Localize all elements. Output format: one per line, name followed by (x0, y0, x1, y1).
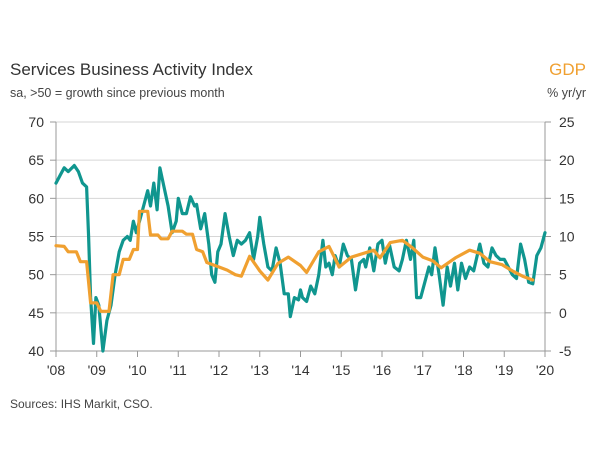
y-left-tick-label: 60 (28, 190, 44, 206)
y-left-tick-label: 40 (28, 343, 44, 359)
gridlines (56, 121, 545, 314)
y-right-tick-label: 25 (559, 114, 575, 130)
right-axis-title: GDP (549, 60, 586, 79)
x-tick-label: '12 (210, 362, 228, 378)
y-right-tick-label: -5 (559, 343, 572, 359)
x-tick-label: '10 (128, 362, 146, 378)
y-left-tick-label: 45 (28, 305, 44, 321)
right-axis-subtitle: % yr/yr (547, 86, 586, 100)
x-tick-label: '16 (373, 362, 391, 378)
x-tick-label: '11 (170, 362, 187, 378)
y-left-tick-label: 50 (28, 267, 44, 283)
y-left-tick-label: 55 (28, 229, 44, 245)
x-tick-label: '08 (47, 362, 65, 378)
services-activity-line (54, 163, 547, 353)
x-tick-label: '19 (495, 362, 513, 378)
x-tick-label: '14 (291, 362, 309, 378)
y-right-tick-label: 15 (559, 190, 575, 206)
axes (50, 121, 551, 357)
x-tick-label: '17 (414, 362, 432, 378)
chart-subtitle: sa, >50 = growth since previous month (10, 86, 225, 100)
x-tick-label: '15 (332, 362, 350, 378)
y-right-tick-label: 0 (559, 305, 567, 321)
x-tick-label: '09 (88, 362, 106, 378)
tick-labels: 40 45 50 55 60 65 70 -5 0 5 10 15 20 25 '08 '09 '10 '11 '1… (28, 114, 574, 378)
x-tick-label: '13 (251, 362, 269, 378)
x-tick-label: '18 (454, 362, 472, 378)
y-left-tick-label: 65 (28, 152, 44, 168)
y-right-tick-label: 5 (559, 267, 567, 283)
y-right-tick-label: 10 (559, 229, 575, 245)
chart-title: Services Business Activity Index (10, 60, 253, 79)
x-tick-label: '20 (536, 362, 554, 378)
source-note: Sources: IHS Markit, CSO. (10, 397, 153, 411)
series-lines (54, 163, 547, 353)
y-left-tick-label: 70 (28, 114, 44, 130)
gdp-line (54, 209, 535, 313)
y-right-tick-label: 20 (559, 152, 575, 168)
